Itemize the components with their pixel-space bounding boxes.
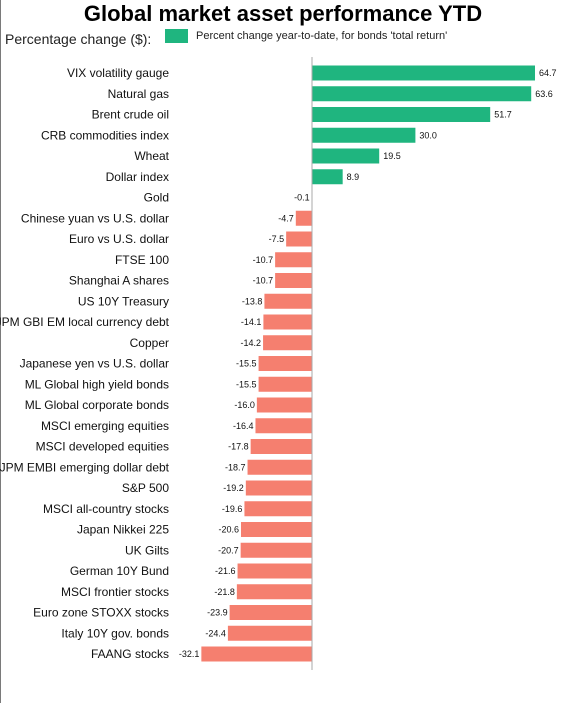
value-label-japan-nikkei-225: -20.6 bbox=[218, 525, 239, 535]
category-label-euro-zone-stoxx-stocks: Euro zone STOXX stocks bbox=[33, 606, 169, 620]
category-label-crb-commodities-index: CRB commodities index bbox=[41, 128, 169, 142]
category-label-euro-vs-u-s-dollar: Euro vs U.S. dollar bbox=[69, 232, 169, 246]
bar-euro-zone-stoxx-stocks bbox=[229, 605, 312, 620]
category-label-msci-developed-equities: MSCI developed equities bbox=[36, 440, 169, 454]
value-label-ftse-100: -10.7 bbox=[253, 255, 274, 265]
bar-faang-stocks bbox=[201, 646, 312, 662]
bar-japan-nikkei-225 bbox=[240, 522, 312, 537]
value-label-natural-gas: 63.6 bbox=[535, 89, 553, 99]
category-label-german-10y-bund: German 10Y Bund bbox=[70, 564, 169, 578]
category-label-japan-nikkei-225: Japan Nikkei 225 bbox=[77, 523, 169, 537]
bar-shanghai-a-shares bbox=[275, 273, 312, 288]
value-label-gold: -0.1 bbox=[294, 193, 310, 203]
bar-msci-frontier-stocks bbox=[236, 584, 312, 600]
bar-ml-global-corporate-bonds bbox=[256, 397, 312, 413]
bar-us-10y-treasury bbox=[264, 293, 312, 309]
value-label-msci-developed-equities: -17.8 bbox=[228, 442, 249, 452]
legend-swatch bbox=[165, 29, 188, 43]
frame-left-border bbox=[0, 0, 1, 703]
value-label-jpm-gbi-em-local-currency-debt: -14.1 bbox=[241, 317, 262, 327]
value-label-chinese-yuan-vs-u-s-dollar: -4.7 bbox=[278, 213, 294, 223]
category-label-jpm-gbi-em-local-currency-debt: JPM GBI EM local currency debt bbox=[0, 315, 170, 329]
chart-subtitle: Percentage change ($): bbox=[5, 31, 152, 47]
bar-german-10y-bund bbox=[237, 563, 312, 579]
value-label-faang-stocks: -32.1 bbox=[179, 649, 200, 659]
category-label-msci-all-country-stocks: MSCI all-country stocks bbox=[43, 502, 169, 516]
value-label-dollar-index: 8.9 bbox=[347, 172, 360, 182]
category-label-copper: Copper bbox=[130, 336, 169, 350]
value-label-wheat: 19.5 bbox=[383, 151, 401, 161]
bar-vix-volatility-gauge bbox=[312, 65, 535, 81]
bar-copper bbox=[263, 335, 312, 351]
category-label-us-10y-treasury: US 10Y Treasury bbox=[78, 294, 169, 308]
bar-msci-all-country-stocks bbox=[244, 501, 312, 517]
bar-ftse-100 bbox=[275, 252, 312, 268]
value-label-msci-all-country-stocks: -19.6 bbox=[222, 504, 243, 514]
category-label-msci-emerging-equities: MSCI emerging equities bbox=[41, 419, 169, 433]
bar-italy-10y-gov-bonds bbox=[227, 625, 312, 641]
value-label-euro-zone-stoxx-stocks: -23.9 bbox=[207, 608, 228, 618]
bar-ml-global-high-yield-bonds bbox=[258, 376, 312, 392]
chart-legend: Percent change year-to-date, for bonds '… bbox=[165, 29, 447, 43]
bar-msci-emerging-equities bbox=[255, 418, 312, 434]
bar-natural-gas bbox=[312, 86, 532, 102]
category-label-msci-frontier-stocks: MSCI frontier stocks bbox=[61, 585, 169, 599]
value-label-brent-crude-oil: 51.7 bbox=[494, 110, 512, 120]
value-label-vix-volatility-gauge: 64.7 bbox=[539, 68, 557, 78]
bar-msci-developed-equities bbox=[250, 439, 312, 454]
category-label-ftse-100: FTSE 100 bbox=[115, 253, 169, 267]
category-label-italy-10y-gov-bonds: Italy 10Y gov. bonds bbox=[61, 626, 169, 640]
bar-sandp-500 bbox=[245, 480, 312, 496]
category-label-gold: Gold bbox=[144, 191, 169, 205]
value-label-us-10y-treasury: -13.8 bbox=[242, 296, 263, 306]
value-label-italy-10y-gov-bonds: -24.4 bbox=[205, 628, 226, 638]
bar-brent-crude-oil bbox=[312, 107, 491, 122]
category-label-sandp-500: S&P 500 bbox=[122, 481, 169, 495]
value-label-sandp-500: -19.2 bbox=[223, 483, 244, 493]
value-label-uk-gilts: -20.7 bbox=[218, 545, 239, 555]
legend-label: Percent change year-to-date, for bonds '… bbox=[196, 30, 448, 42]
category-label-brent-crude-oil: Brent crude oil bbox=[92, 108, 169, 122]
category-label-wheat: Wheat bbox=[134, 149, 169, 163]
category-label-ml-global-high-yield-bonds: ML Global high yield bonds bbox=[25, 377, 169, 391]
category-label-dollar-index: Dollar index bbox=[106, 170, 169, 184]
category-label-natural-gas: Natural gas bbox=[108, 87, 169, 101]
bar-jpm-gbi-em-local-currency-debt bbox=[263, 314, 312, 330]
value-label-japanese-yen-vs-u-s-dollar: -15.5 bbox=[236, 359, 257, 369]
bar-chinese-yuan-vs-u-s-dollar bbox=[295, 210, 312, 226]
value-label-ml-global-high-yield-bonds: -15.5 bbox=[236, 379, 257, 389]
chart-title: Global market asset performance YTD bbox=[83, 1, 483, 26]
bar-jpm-embi-emerging-dollar-debt bbox=[247, 459, 312, 475]
value-label-jpm-embi-emerging-dollar-debt: -18.7 bbox=[225, 462, 246, 472]
value-label-copper: -14.2 bbox=[241, 338, 262, 348]
bar-euro-vs-u-s-dollar bbox=[286, 231, 312, 247]
value-label-msci-emerging-equities: -16.4 bbox=[233, 421, 254, 431]
value-label-german-10y-bund: -21.6 bbox=[215, 566, 236, 576]
value-label-ml-global-corporate-bonds: -16.0 bbox=[234, 400, 255, 410]
category-label-faang-stocks: FAANG stocks bbox=[91, 647, 169, 661]
bar-dollar-index bbox=[312, 169, 343, 185]
category-label-jpm-embi-emerging-dollar-debt: JPM EMBI emerging dollar debt bbox=[0, 460, 170, 474]
bar-japanese-yen-vs-u-s-dollar bbox=[258, 356, 312, 371]
category-label-chinese-yuan-vs-u-s-dollar: Chinese yuan vs U.S. dollar bbox=[21, 211, 169, 225]
value-label-msci-frontier-stocks: -21.8 bbox=[214, 587, 235, 597]
category-label-uk-gilts: UK Gilts bbox=[125, 543, 169, 557]
bar-uk-gilts bbox=[240, 542, 312, 558]
bar-wheat bbox=[312, 148, 380, 164]
category-label-vix-volatility-gauge: VIX volatility gauge bbox=[67, 66, 169, 80]
bar-crb-commodities-index bbox=[312, 127, 416, 143]
value-label-crb-commodities-index: 30.0 bbox=[419, 130, 437, 140]
category-label-ml-global-corporate-bonds: ML Global corporate bonds bbox=[25, 398, 169, 412]
value-label-euro-vs-u-s-dollar: -7.5 bbox=[269, 234, 285, 244]
category-label-japanese-yen-vs-u-s-dollar: Japanese yen vs U.S. dollar bbox=[20, 357, 169, 371]
value-label-shanghai-a-shares: -10.7 bbox=[253, 276, 274, 286]
category-label-shanghai-a-shares: Shanghai A shares bbox=[69, 274, 169, 288]
